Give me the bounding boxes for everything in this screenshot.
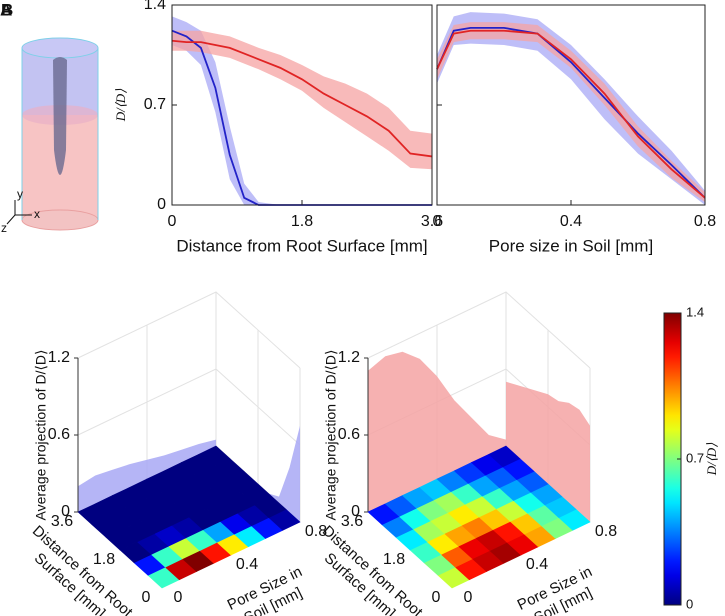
z-tick-label: 0.6: [338, 426, 360, 443]
line: [436, 29, 706, 199]
root: [53, 57, 67, 175]
x-tick-label: 0.4: [560, 213, 582, 230]
wall-projection: [78, 439, 216, 512]
axis-letter: x: [34, 207, 40, 221]
z-tick-label: 0: [351, 503, 360, 520]
confidence-band: [437, 12, 705, 206]
y-tick-label: 0.7: [144, 96, 166, 113]
confidence-band: [437, 22, 705, 203]
x-tick-label: 3.6: [421, 213, 443, 230]
c-tick-label: 1.4: [686, 304, 704, 319]
panel-label: B: [1, 0, 13, 19]
c-tick-label: 0.7: [686, 450, 704, 465]
x-tick-label: 0.8: [694, 213, 716, 230]
axis-letter: y: [17, 187, 23, 201]
wall-grid: [367, 291, 591, 369]
z-axis-label: Average projection of D/⟨D⟩: [323, 350, 339, 521]
p-tick-label: 0.8: [595, 523, 617, 540]
heat-cell: [198, 445, 231, 468]
z-tick-label: 1.2: [338, 349, 360, 366]
wall-grid: [77, 368, 301, 446]
x-tick-label: 0: [433, 213, 442, 230]
d-tick-label: 1.8: [383, 551, 405, 568]
d-tick-label: 1.8: [93, 551, 115, 568]
wall-projection: [368, 351, 506, 512]
wall-projection: [506, 381, 590, 522]
p-tick-label: 0: [174, 589, 183, 606]
p-tick-label: 0.4: [526, 556, 548, 573]
line: [436, 26, 706, 199]
axis-z: [6, 214, 16, 225]
x-axis-label: Pore size in Soil [mm]: [489, 236, 653, 255]
y-axis-label: D/⟨D⟩: [113, 89, 128, 123]
confidence-band: [172, 16, 432, 205]
panel-label: A: [0, 0, 12, 19]
z-tick-label: 0.6: [48, 426, 70, 443]
d-tick-label: 0: [142, 589, 151, 606]
x-axis-label: Distance from Root Surface [mm]: [176, 236, 427, 255]
line: [171, 39, 433, 158]
wall-grid: [77, 291, 301, 369]
p-tick-label: 0: [464, 589, 473, 606]
d-tick-label: 3.6: [51, 513, 73, 530]
c-tick-label: 0: [686, 596, 693, 611]
confidence-band: [172, 30, 432, 170]
d-tick-label: 3.6: [341, 513, 363, 530]
z-tick-label: 0: [61, 503, 70, 520]
z-axis-label: Average projection of D/⟨D⟩: [33, 350, 49, 521]
y-tick-label: 0: [157, 196, 166, 213]
p-tick-label: 0.4: [236, 556, 258, 573]
y-tick-label: 1.4: [144, 0, 166, 13]
d-tick-label: 0: [432, 589, 441, 606]
cyl-top: [21, 37, 99, 59]
p-tick-label: 0.8: [305, 523, 327, 540]
heat-cell: [488, 445, 521, 468]
x-tick-label: 0: [168, 213, 177, 230]
root-inset: y x z: [1, 37, 99, 235]
x-tick-label: 1.8: [291, 213, 313, 230]
colorbar-label: D/⟨D⟩: [704, 443, 719, 477]
wall-projection: [216, 425, 300, 522]
z-tick-label: 1.2: [48, 349, 70, 366]
axis-letter: z: [1, 221, 7, 235]
